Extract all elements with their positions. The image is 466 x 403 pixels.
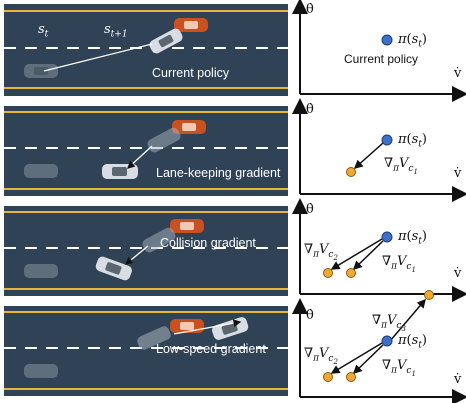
other-car xyxy=(170,219,204,233)
panel-collision: Collision gradient θ̇ v̇ π(st) ∇πVc2 ∇πV… xyxy=(0,200,466,300)
other-car xyxy=(174,18,208,32)
gradient-label-c1: ∇πVc1 xyxy=(382,358,416,377)
ego-car-ghost xyxy=(24,364,58,378)
policy-plot-2: θ̇ v̇ π(st) ∇πVc1 xyxy=(294,100,466,200)
panel-caption: Low-speed gradient xyxy=(156,342,266,356)
panel-caption: Lane-keeping gradient xyxy=(156,166,280,180)
gradient-point xyxy=(347,168,356,177)
y-axis-label: θ̇ xyxy=(306,202,314,217)
x-axis-label: v̇ xyxy=(454,266,461,281)
panel-lane-keeping: Lane-keeping gradient θ̇ v̇ π(st) ∇πVc1 xyxy=(0,100,466,200)
policy-point xyxy=(382,135,392,145)
state-label-st1: st+1 xyxy=(104,22,128,40)
gradient-point-c1 xyxy=(347,269,356,278)
ego-car xyxy=(211,316,250,341)
road-drawing xyxy=(4,4,288,96)
x-axis-label: v̇ xyxy=(454,166,461,181)
x-axis-label: v̇ xyxy=(454,66,461,81)
ego-car xyxy=(148,27,185,55)
ego-car xyxy=(94,255,133,281)
policy-plot-1: θ̇ v̇ π(st) Current policy xyxy=(294,0,466,100)
policy-text: Current policy xyxy=(344,52,418,66)
road-drawing xyxy=(4,106,288,196)
gradient-label-c2: ∇πVc2 xyxy=(304,346,338,365)
panel-caption: Current policy xyxy=(152,66,229,80)
ego-car-prev xyxy=(146,126,183,154)
gradient-label-c1: ∇πVc1 xyxy=(384,156,418,175)
policy-point xyxy=(382,232,392,242)
policy-point xyxy=(382,35,392,45)
gradient-label-c2: ∇πVc2 xyxy=(304,242,338,261)
plot-axes xyxy=(294,0,466,100)
gradient-point-c2 xyxy=(324,269,333,278)
state-label-st: st xyxy=(38,22,48,40)
panel-caption: Collision gradient xyxy=(160,236,256,250)
ego-car-ghost xyxy=(24,64,58,78)
road-scene-1: st st+1 Current policy xyxy=(4,4,288,96)
y-axis-label: θ̇ xyxy=(306,2,314,17)
ego-car-ghost xyxy=(24,264,58,278)
gradient-arrow-c2 xyxy=(332,343,382,373)
road-scene-4: Low-speed gradient xyxy=(4,306,288,396)
y-axis-label: θ̇ xyxy=(306,102,314,117)
gradient-arrow-c1 xyxy=(354,241,383,269)
policy-label: π(st) xyxy=(398,229,427,247)
road-drawing xyxy=(4,206,288,296)
road-scene-3: Collision gradient xyxy=(4,206,288,296)
panel-current-policy: st st+1 Current policy θ̇ v̇ π(st) Curre… xyxy=(0,0,466,100)
ego-car-ghost xyxy=(24,164,58,178)
gradient-arrow-c1 xyxy=(354,345,383,373)
policy-plot-3: θ̇ v̇ π(st) ∇πVc2 ∇πVc1 xyxy=(294,200,466,300)
panel-low-speed: Low-speed gradient θ̇ v̇ π(st) ∇πVc3 ∇πV… xyxy=(0,300,466,403)
policy-label: π(st) xyxy=(398,132,427,150)
ego-car xyxy=(102,164,138,179)
gradient-point-c1 xyxy=(347,373,356,382)
policy-point xyxy=(382,336,392,346)
x-axis-label: v̇ xyxy=(454,372,461,387)
gradient-label-c3: ∇πVc3 xyxy=(372,313,406,332)
gradient-point-c3 xyxy=(425,291,434,300)
gradient-arrow-c2 xyxy=(332,239,382,269)
policy-plot-4: θ̇ v̇ π(st) ∇πVc3 ∇πVc2 ∇πVc1 xyxy=(294,300,466,403)
gradient-arrow xyxy=(355,143,383,168)
policy-label: π(st) xyxy=(398,333,427,351)
plot-axes xyxy=(294,100,466,200)
y-axis-label: θ̇ xyxy=(306,308,314,323)
gradient-label-c1: ∇πVc1 xyxy=(382,254,416,273)
policy-label: π(st) xyxy=(398,32,427,50)
road-scene-2: Lane-keeping gradient xyxy=(4,106,288,196)
other-car xyxy=(170,319,204,333)
gradient-point-c2 xyxy=(324,373,333,382)
